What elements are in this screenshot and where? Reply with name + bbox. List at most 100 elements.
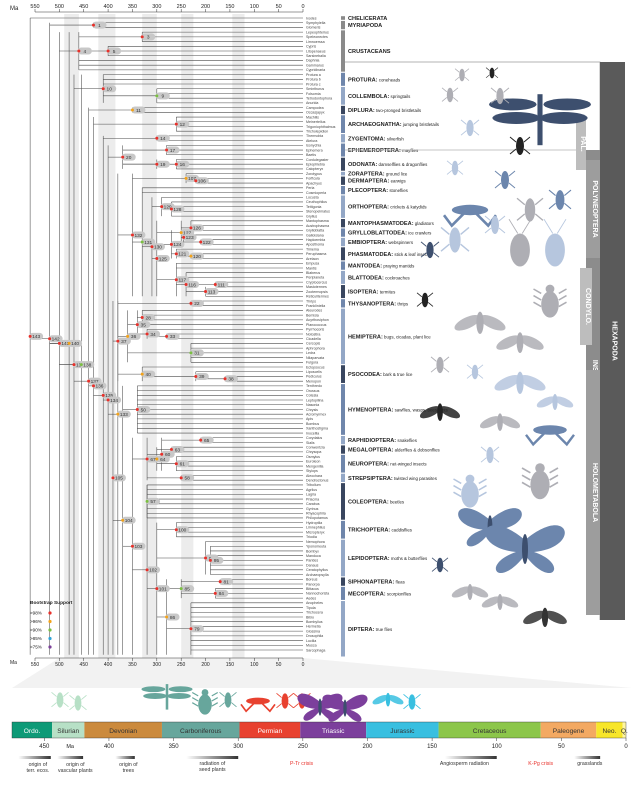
body bbox=[421, 292, 429, 308]
node-label: 20 bbox=[126, 155, 132, 161]
clade-common-name: two-pronged bristletails bbox=[375, 108, 422, 113]
body bbox=[497, 413, 503, 431]
legend-label: >90% bbox=[30, 628, 42, 633]
clade-common-name: stick & leaf insects bbox=[393, 252, 431, 257]
antenna bbox=[521, 218, 532, 234]
bootstrap-dot bbox=[91, 384, 95, 388]
taxon-label: Ectopsocus bbox=[306, 365, 325, 369]
period-label: Cretaceous bbox=[473, 728, 507, 735]
node-bubble bbox=[175, 526, 190, 534]
taxon-label: Mantis bbox=[306, 266, 317, 270]
bootstrap-dot bbox=[184, 176, 188, 180]
leg bbox=[433, 252, 440, 258]
bootstrap-dot bbox=[179, 587, 183, 591]
taxon-label: Tenthredo bbox=[306, 384, 322, 388]
top-axis-tick-label: 100 bbox=[250, 4, 259, 10]
timescale-tick-label: 50 bbox=[558, 744, 565, 750]
clade-bar bbox=[341, 20, 345, 30]
clade-label: EPHEMEROPTERA: mayflies bbox=[348, 148, 419, 154]
leg bbox=[558, 301, 567, 308]
wing bbox=[387, 694, 404, 705]
taxon-label: Forficula bbox=[306, 177, 320, 181]
leg bbox=[443, 367, 450, 373]
clade-label: STREPSIPTERA: twisted wing parasites bbox=[348, 476, 438, 482]
clade-bar bbox=[341, 365, 345, 383]
body bbox=[408, 694, 416, 710]
clade-bar bbox=[341, 171, 345, 176]
body bbox=[436, 557, 444, 573]
node-bubble bbox=[160, 450, 175, 458]
taxon-label: Cosmioperla bbox=[306, 191, 326, 195]
node-bubble bbox=[204, 288, 219, 296]
node-bubble bbox=[175, 250, 190, 258]
leg bbox=[452, 87, 459, 93]
node-bubble bbox=[219, 578, 234, 586]
clade-name: HYMENOPTERA: bbox=[348, 407, 394, 413]
clade-bar bbox=[341, 219, 345, 228]
bootstrap-dot bbox=[213, 591, 217, 595]
psocodea-silhouette-2 bbox=[466, 364, 484, 380]
plecoptera-silhouette bbox=[494, 170, 516, 189]
node-label: 37 bbox=[121, 339, 127, 345]
clade-label: HYMENOPTERA: sawflies, wasps, bees, ants bbox=[348, 407, 449, 413]
clade-bar bbox=[341, 473, 345, 483]
top-axis-tick-label: 450 bbox=[79, 4, 88, 10]
node-bubble bbox=[189, 252, 204, 260]
bootstrap-dot bbox=[189, 301, 193, 305]
era-insect-silhouette bbox=[276, 693, 294, 709]
clade-bar bbox=[341, 261, 345, 270]
leg bbox=[453, 491, 462, 498]
timescale-tick-label: 400 bbox=[104, 744, 115, 750]
bootstrap-dot bbox=[135, 407, 139, 411]
taxon-label: Boreus bbox=[306, 578, 318, 582]
wing bbox=[519, 374, 546, 391]
wing bbox=[481, 596, 501, 608]
node-label: 33 bbox=[170, 334, 176, 340]
clade-name: PHASMATODEA: bbox=[348, 252, 393, 258]
top-axis-tick-label: 400 bbox=[103, 4, 112, 10]
node-bubble bbox=[126, 332, 141, 340]
leg bbox=[416, 302, 423, 307]
node-label: 3 bbox=[147, 35, 150, 41]
isoptera-silhouette bbox=[420, 241, 440, 259]
clade-common-name: ice crawlers bbox=[407, 231, 432, 236]
wing bbox=[543, 98, 591, 111]
insect-silhouettes bbox=[51, 67, 591, 722]
clade-bar bbox=[341, 384, 345, 435]
leg bbox=[441, 87, 448, 93]
taxon-label: Fulgora bbox=[306, 361, 318, 365]
leg bbox=[498, 227, 506, 234]
leg bbox=[460, 130, 467, 136]
evolutionary-events: origin of terr. ecos. origin of vascular pl… bbox=[18, 756, 603, 774]
leg bbox=[446, 170, 453, 175]
taxon-label: Nannochorista bbox=[306, 592, 329, 596]
archaeognatha-silhouette bbox=[490, 87, 510, 105]
taxon-label: Thrips bbox=[306, 299, 316, 303]
clade-bar bbox=[341, 539, 345, 577]
holometabola-bar-label: HOLOMETABOLA bbox=[591, 463, 598, 522]
bootstrap-dot bbox=[130, 544, 134, 548]
clade-common-name: net-winged insects bbox=[389, 462, 427, 467]
taxon-label: Atelura bbox=[306, 139, 317, 143]
node-label: 14 bbox=[160, 136, 166, 142]
taxon-label: Bombus bbox=[306, 422, 319, 426]
taxon-label: Glomeris bbox=[306, 26, 321, 30]
leg bbox=[464, 76, 470, 81]
taxon-label: Bombylius bbox=[306, 620, 323, 624]
clade-bar bbox=[341, 270, 345, 284]
clade-label: RAPHIDIOPTERA: snakeflies bbox=[348, 438, 418, 444]
clade-bar bbox=[341, 247, 345, 261]
node-label: 79 bbox=[194, 627, 200, 633]
leg bbox=[503, 98, 510, 104]
clade-label: MYRIAPODA bbox=[348, 23, 382, 29]
node-label: 12 bbox=[180, 122, 186, 128]
node-bubble bbox=[131, 231, 146, 239]
taxon-label: Symphylella bbox=[306, 21, 325, 25]
node-bubble bbox=[170, 240, 185, 248]
leg bbox=[484, 227, 492, 234]
node-label: 19 bbox=[160, 162, 166, 168]
node-label: 64 bbox=[160, 457, 166, 463]
taxon-label: Tribolium bbox=[306, 483, 321, 487]
bootstrap-dot bbox=[199, 240, 203, 244]
bootstrap-dot bbox=[135, 323, 139, 327]
